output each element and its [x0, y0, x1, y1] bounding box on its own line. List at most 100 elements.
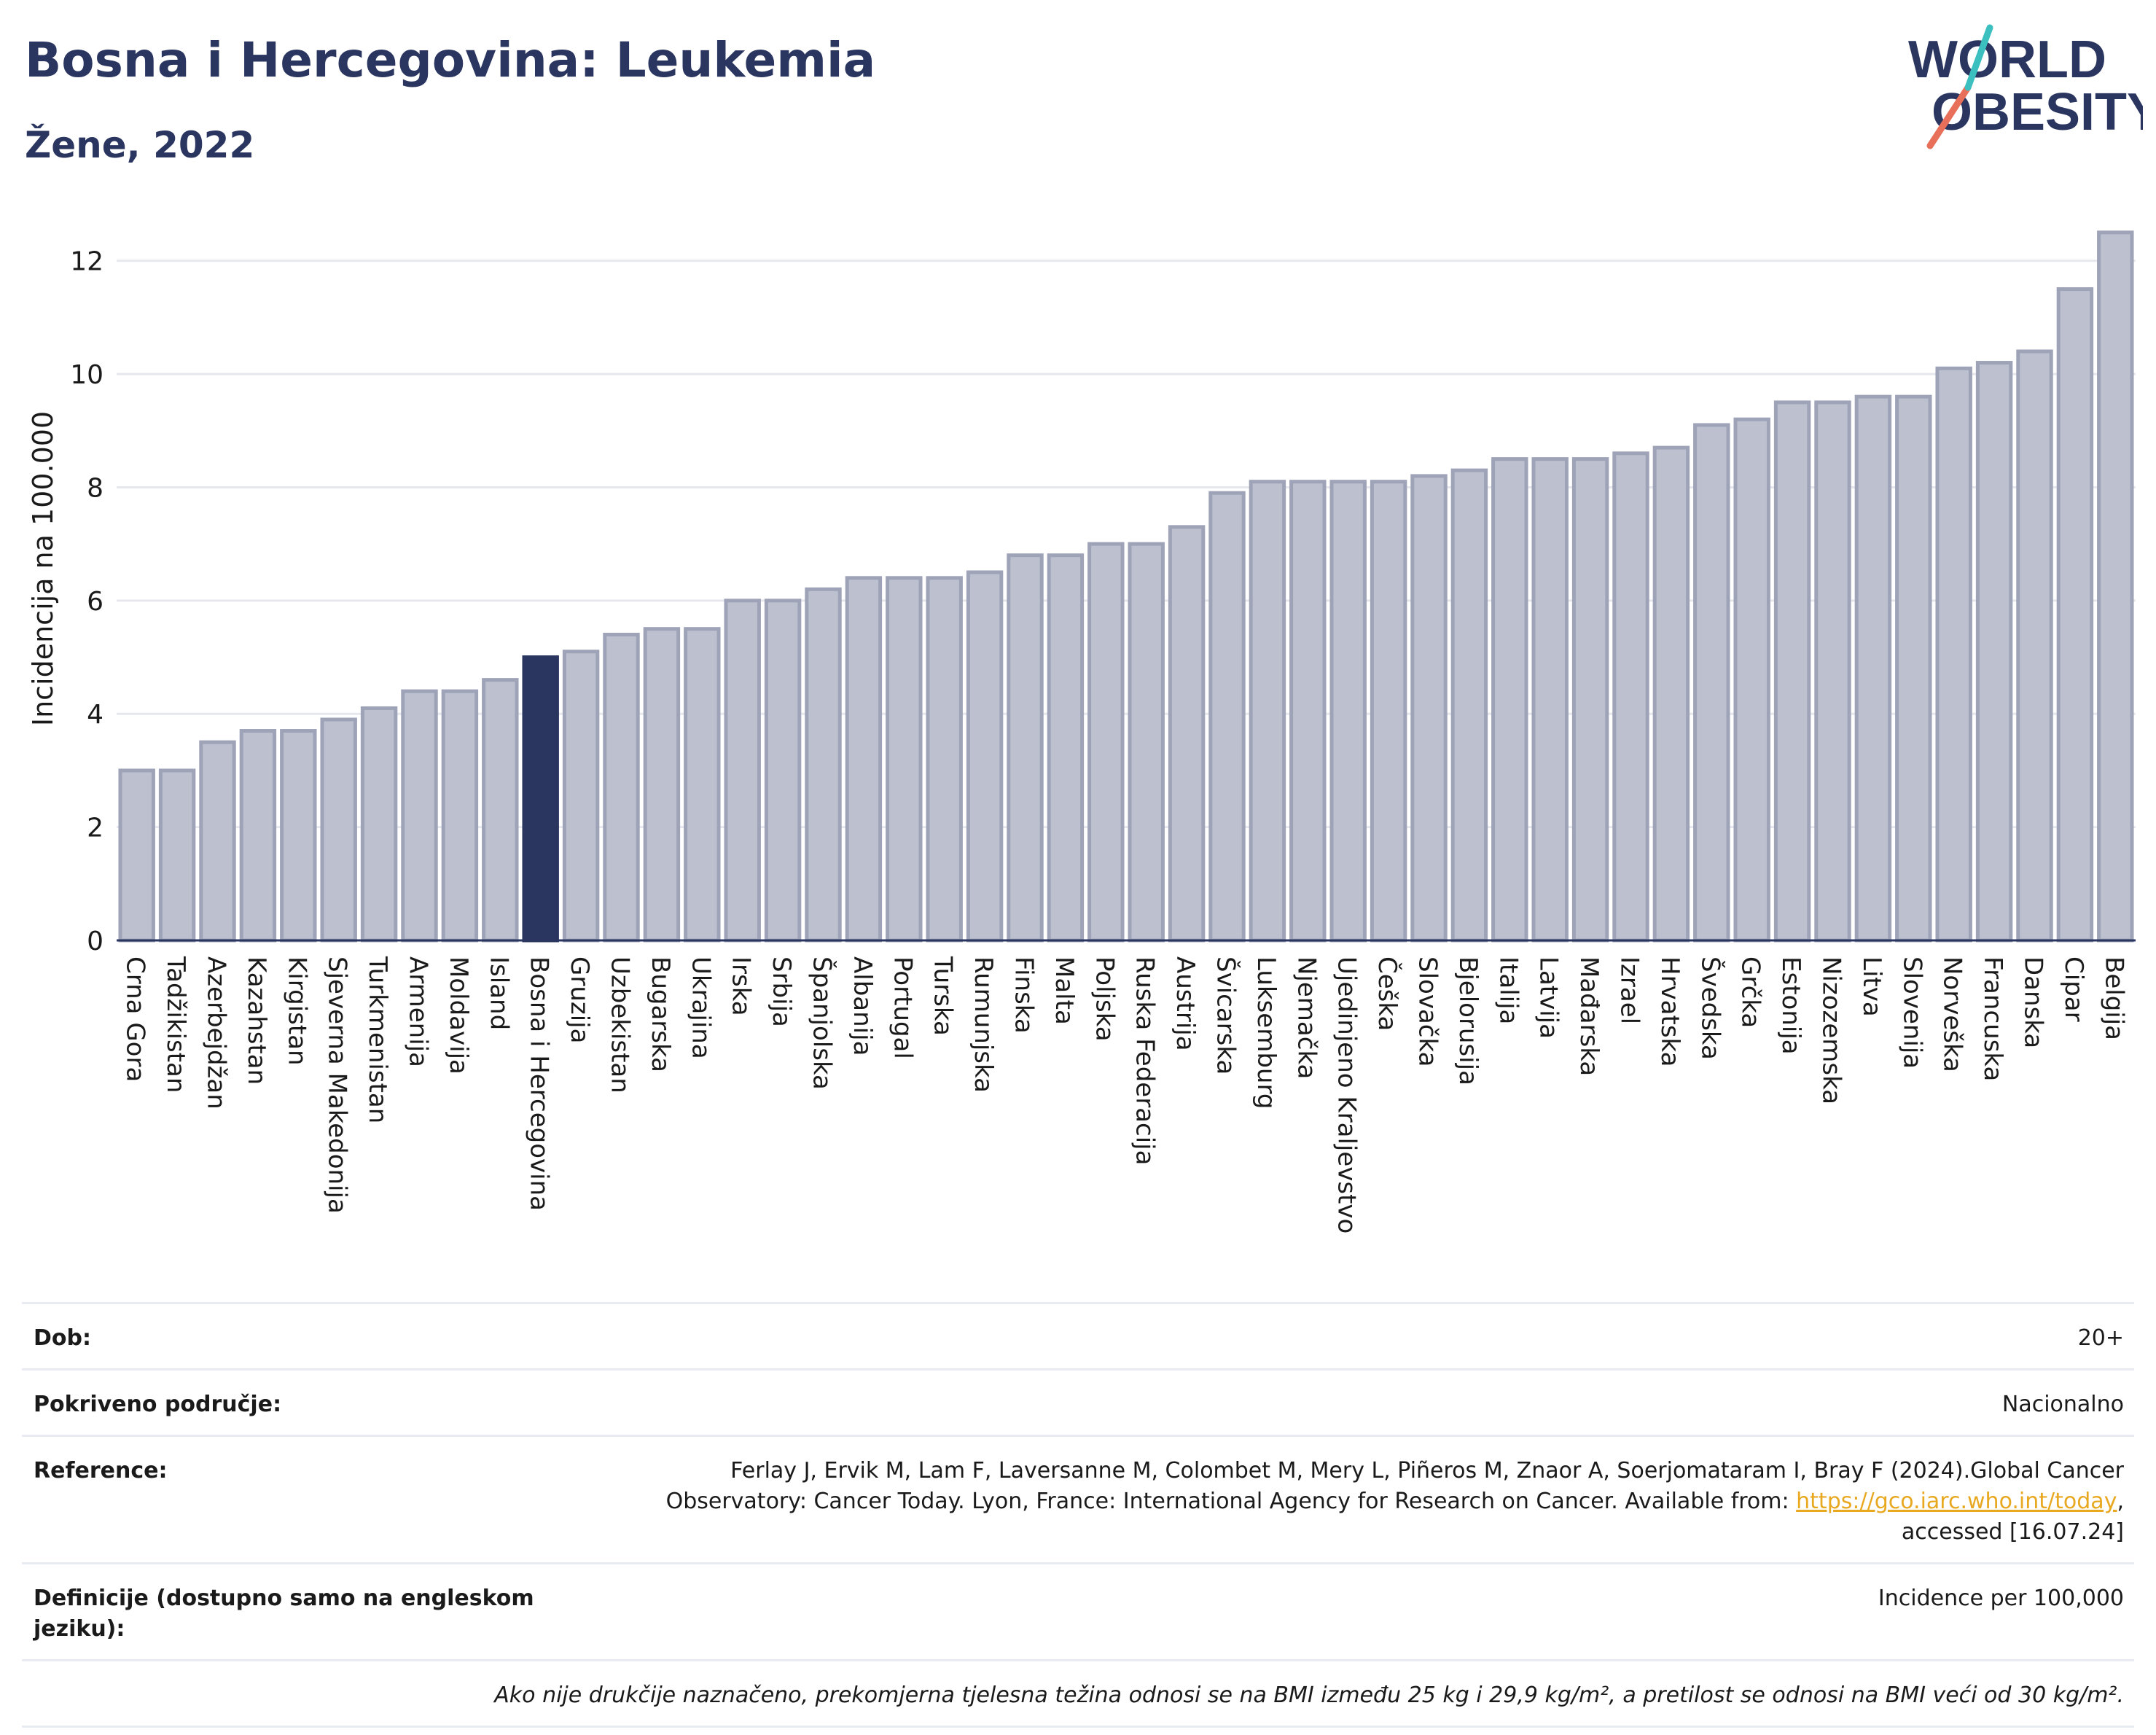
- y-tick-label: 2: [87, 814, 103, 843]
- y-tick-label: 8: [87, 473, 103, 503]
- x-tick-label: Danska: [2019, 956, 2048, 1048]
- bar: [199, 740, 236, 943]
- logo-line1: WORLD: [1908, 31, 2106, 89]
- logo-slash-coral: [1926, 84, 1972, 149]
- bar: [360, 706, 398, 943]
- reference-link[interactable]: https://gco.iarc.who.int/today: [1796, 1489, 2117, 1514]
- x-tick-label: Bjelorusija: [1453, 956, 1483, 1085]
- bar: [966, 570, 1004, 943]
- bar: [1087, 542, 1125, 943]
- y-tick-label: 4: [87, 700, 103, 730]
- bar: [1975, 361, 2013, 943]
- meta-row-reference: Reference: Ferlay J, Ervik M, Lam F, Lav…: [22, 1435, 2134, 1562]
- x-tick-label: Austrija: [1171, 956, 1200, 1051]
- axes: 0 2 4 6 8 10 12 Crna Gora Tadžikistan Azerbejdžan…: [70, 247, 2136, 1233]
- bar: [1047, 553, 1085, 943]
- bar: [1652, 445, 1690, 943]
- meta-reference-value: Ferlay J, Ervik M, Lam F, Laversanne M, …: [630, 1456, 2124, 1548]
- meta-reference-label: Reference:: [34, 1458, 168, 1483]
- x-tick-label: Tadžikistan: [161, 956, 190, 1093]
- bar: [1208, 491, 1246, 943]
- bar: [1733, 417, 1770, 943]
- x-tick-label: Španjolska: [808, 956, 837, 1090]
- x-tick-label: Island: [484, 956, 513, 1030]
- x-tick-label: Izrael: [1615, 956, 1644, 1024]
- x-tick-label: Slovenija: [1897, 956, 1926, 1069]
- bar: [1612, 451, 1649, 943]
- x-tick-label: Bosna i Hercegovina: [525, 956, 554, 1211]
- bar-chart: 0 2 4 6 8 10 12 Crna Gora Tadžikistan Azerbejdžan…: [27, 230, 2136, 1233]
- bar: [886, 576, 923, 943]
- x-tick-label: Turkmenistan: [363, 956, 392, 1123]
- page-subtitle: Žene, 2022: [25, 124, 255, 166]
- bar: [1854, 394, 1892, 943]
- x-tick-label: Uzbekistan: [606, 956, 635, 1093]
- x-tick-label: Litva: [1857, 956, 1886, 1017]
- x-tick-label: Ruska Federacija: [1130, 956, 1160, 1165]
- x-tick-label: Latvija: [1534, 956, 1563, 1039]
- x-tick-label: Luksemburg: [1251, 956, 1281, 1109]
- y-tick-label: 6: [87, 587, 103, 617]
- x-tick-label: Portugal: [888, 956, 917, 1059]
- bar: [1128, 542, 1165, 943]
- x-tick-label: Gruzija: [565, 956, 594, 1043]
- meta-coverage-label: Pokriveno područje:: [34, 1392, 282, 1417]
- bar: [1531, 457, 1569, 943]
- x-tick-label: Italija: [1493, 956, 1523, 1024]
- bar: [2016, 349, 2053, 943]
- x-tick-label: Švicarska: [1211, 956, 1241, 1075]
- y-tick-label: 12: [70, 247, 103, 277]
- x-tick-label: Njemačka: [1292, 956, 1321, 1079]
- meta-definitions-value: Incidence per 100,000: [1878, 1586, 2124, 1611]
- meta-coverage-value: Nacionalno: [2001, 1392, 2124, 1417]
- x-tick-label: Grčka: [1736, 956, 1765, 1028]
- reference-suffix: , accessed [16.07.24]: [1901, 1489, 2124, 1545]
- bar: [280, 729, 317, 943]
- meta-age-label: Dob:: [34, 1325, 91, 1351]
- x-tick-label: Crna Gora: [121, 956, 150, 1082]
- x-tick-label: Kazahstan: [242, 956, 271, 1085]
- bar: [1693, 423, 1730, 943]
- x-tick-label: Malta: [1050, 956, 1079, 1025]
- bar: [603, 632, 640, 943]
- page-title: Bosna i Hercegovina: Leukemia: [25, 32, 876, 88]
- bar: [1571, 457, 1609, 943]
- x-tick-label: Srbija: [767, 956, 796, 1027]
- bar: [1814, 400, 1851, 943]
- bar: [764, 599, 802, 943]
- meta-row-note: Ako nije drukčije naznačeno, prekomjerna…: [22, 1659, 2134, 1728]
- world-obesity-logo: WORLD OBESITY: [1908, 24, 2143, 149]
- bar: [1935, 366, 1972, 943]
- bar-highlighted: [522, 655, 559, 943]
- bar: [926, 576, 963, 943]
- bar: [1491, 457, 1528, 943]
- bar: [562, 650, 600, 943]
- reference-text: Ferlay J, Ervik M, Lam F, Laversanne M, …: [665, 1458, 2124, 1514]
- x-tick-label: Slovačka: [1413, 956, 1442, 1067]
- bar: [401, 689, 438, 943]
- bar: [1450, 468, 1488, 943]
- bar: [482, 678, 519, 943]
- bar: [1249, 480, 1286, 943]
- bar: [1007, 553, 1044, 943]
- bar: [239, 729, 277, 943]
- meta-note: Ako nije drukčije naznačeno, prekomjerna…: [494, 1683, 2124, 1708]
- bar: [1289, 480, 1327, 943]
- x-tick-label: Moldavija: [444, 956, 473, 1075]
- bar: [2097, 230, 2134, 943]
- meta-row-age: Dob: 20+: [22, 1302, 2134, 1368]
- x-tick-label: Kirgistan: [282, 956, 311, 1066]
- x-tick-label: Češka: [1372, 956, 1402, 1031]
- x-tick-label: Ujedinjeno Kraljevstvo: [1332, 956, 1362, 1233]
- bar: [1895, 394, 1932, 943]
- x-tick-label: Hrvatska: [1655, 956, 1684, 1067]
- x-tick-label: Belgija: [2099, 956, 2128, 1040]
- bar: [805, 587, 842, 943]
- x-tick-label: Norveška: [1938, 956, 1967, 1072]
- x-tick-label: Švedska: [1695, 956, 1725, 1060]
- meta-age-value: 20+: [2077, 1325, 2124, 1351]
- logo-slash-teal: [1964, 24, 1993, 91]
- bar: [2056, 287, 2094, 943]
- bar: [1329, 480, 1367, 943]
- bars: [118, 230, 2134, 943]
